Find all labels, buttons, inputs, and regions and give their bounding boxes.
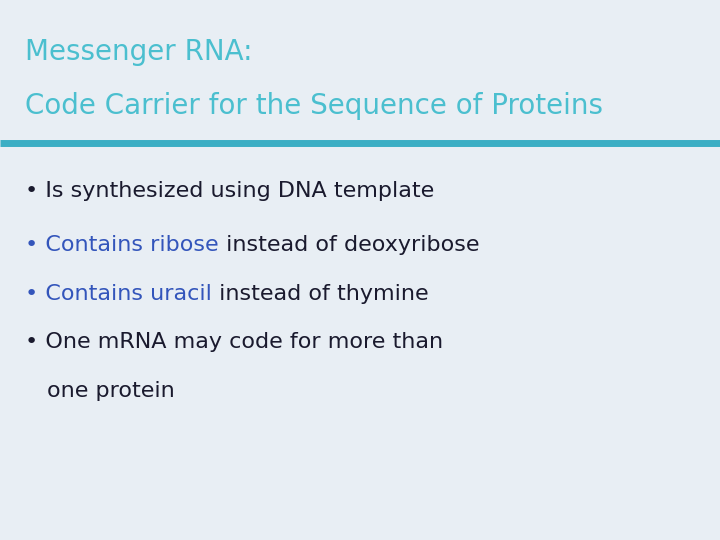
Text: • Contains uracil: • Contains uracil [25, 284, 212, 303]
Text: Code Carrier for the Sequence of Proteins: Code Carrier for the Sequence of Protein… [25, 92, 603, 120]
Text: • Contains ribose: • Contains ribose [25, 235, 219, 255]
Text: instead of deoxyribose: instead of deoxyribose [219, 235, 480, 255]
Text: one protein: one protein [47, 381, 174, 401]
Text: Messenger RNA:: Messenger RNA: [25, 38, 253, 66]
Text: instead of thymine: instead of thymine [212, 284, 428, 303]
Text: • Is synthesized using DNA template: • Is synthesized using DNA template [25, 181, 434, 201]
Text: • One mRNA may code for more than: • One mRNA may code for more than [25, 332, 444, 352]
